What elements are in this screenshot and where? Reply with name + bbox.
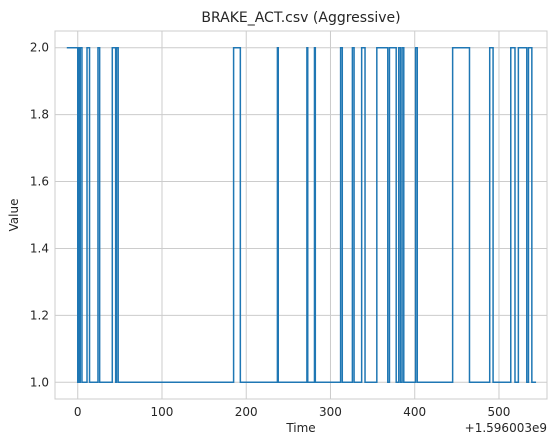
y-tick-label: 1.8 bbox=[30, 108, 49, 122]
y-tick-label: 1.2 bbox=[30, 308, 49, 322]
x-offset-text: +1.596003e9 bbox=[465, 421, 547, 435]
y-tick-label: 2.0 bbox=[30, 41, 49, 55]
x-tick-label: 500 bbox=[488, 405, 511, 419]
y-tick-labels: 1.0 1.2 1.4 1.6 1.8 2.0 bbox=[30, 41, 49, 390]
x-tick-label: 0 bbox=[74, 405, 82, 419]
x-axis-label: Time bbox=[285, 421, 315, 435]
plot-area bbox=[54, 30, 548, 400]
x-tick-label: 300 bbox=[319, 405, 342, 419]
y-tick-label: 1.0 bbox=[30, 375, 49, 389]
x-tick-label: 200 bbox=[235, 405, 258, 419]
y-tick-label: 1.6 bbox=[30, 175, 49, 189]
plot-border bbox=[54, 30, 548, 400]
plot-frame bbox=[55, 31, 547, 399]
series-line-brake-act bbox=[66, 46, 537, 384]
y-axis-label: Value bbox=[7, 199, 21, 232]
x-tick-label: 100 bbox=[151, 405, 174, 419]
y-tick-label: 1.4 bbox=[30, 241, 49, 255]
chart-title: BRAKE_ACT.csv (Aggressive) bbox=[201, 10, 400, 26]
x-tick-labels: 0 100 200 300 400 500 bbox=[74, 405, 511, 419]
x-tick-label: 400 bbox=[403, 405, 426, 419]
